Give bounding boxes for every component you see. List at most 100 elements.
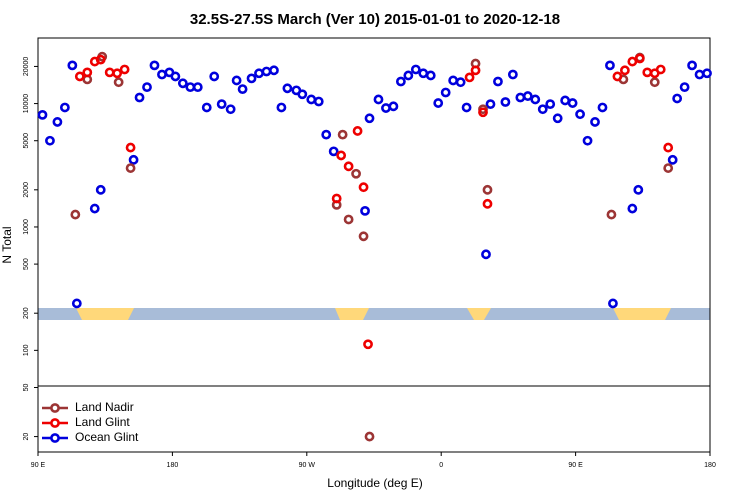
point xyxy=(619,65,630,76)
land-strip xyxy=(335,308,369,320)
point xyxy=(343,161,354,172)
point xyxy=(59,102,70,113)
point xyxy=(627,56,638,67)
point xyxy=(481,249,491,260)
point xyxy=(694,69,705,80)
point xyxy=(185,82,196,92)
x-tick-label: 90 W xyxy=(299,462,316,469)
y-tick-label: 500 xyxy=(23,258,30,270)
point xyxy=(388,101,399,112)
point xyxy=(403,70,414,81)
point xyxy=(209,71,220,82)
point xyxy=(500,97,511,107)
point xyxy=(663,142,674,153)
point xyxy=(321,129,332,140)
point xyxy=(627,203,638,214)
point xyxy=(605,60,615,71)
point xyxy=(485,99,496,110)
point xyxy=(125,163,136,173)
point xyxy=(192,82,203,92)
point xyxy=(134,92,145,103)
point xyxy=(216,99,227,110)
point xyxy=(225,104,236,115)
point xyxy=(667,154,678,165)
point xyxy=(328,146,339,157)
point xyxy=(125,142,136,153)
point xyxy=(351,168,361,179)
series xyxy=(37,60,712,309)
point xyxy=(545,99,556,110)
point xyxy=(297,89,308,100)
point xyxy=(482,184,493,195)
point xyxy=(597,102,608,113)
legend-marker xyxy=(50,418,60,428)
point xyxy=(313,96,324,107)
legend-label: Ocean Glint xyxy=(75,430,139,444)
point xyxy=(95,54,106,65)
point xyxy=(582,135,593,146)
point xyxy=(567,98,578,108)
point xyxy=(410,64,421,75)
point xyxy=(552,113,563,124)
point xyxy=(246,73,257,84)
point xyxy=(170,71,181,82)
point xyxy=(89,203,100,214)
point xyxy=(128,154,139,165)
land-strip xyxy=(467,308,491,320)
point xyxy=(679,82,690,92)
point xyxy=(608,298,618,309)
ocean-strip xyxy=(38,308,710,320)
x-tick-label: 90 E xyxy=(31,462,46,469)
point xyxy=(74,71,85,82)
point xyxy=(687,60,697,71)
point xyxy=(67,60,78,71)
point xyxy=(482,198,493,209)
point xyxy=(358,182,369,193)
point xyxy=(352,126,363,136)
point xyxy=(282,83,293,94)
point xyxy=(515,92,526,103)
point xyxy=(201,102,212,113)
chart-title: 32.5S-27.5S March (Ver 10) 2015-01-01 to… xyxy=(190,11,560,28)
point xyxy=(606,209,617,220)
point xyxy=(337,129,348,140)
point xyxy=(142,82,152,92)
point xyxy=(364,431,375,442)
point xyxy=(157,69,167,80)
point xyxy=(425,70,436,81)
land-strip xyxy=(613,308,671,320)
point xyxy=(71,298,82,309)
point xyxy=(237,84,248,95)
point xyxy=(663,163,674,173)
point xyxy=(254,68,264,79)
point xyxy=(655,64,666,75)
point xyxy=(464,72,475,83)
legend-label: Land Nadir xyxy=(75,400,134,414)
point xyxy=(363,339,373,350)
y-tick-label: 200 xyxy=(23,307,30,319)
point xyxy=(507,69,518,80)
point xyxy=(276,102,287,113)
y-tick-label: 100 xyxy=(23,344,30,356)
y-tick-label: 50 xyxy=(23,383,30,391)
point xyxy=(612,71,623,82)
x-tick-label: 0 xyxy=(439,462,443,469)
point xyxy=(633,184,644,195)
point xyxy=(373,94,384,105)
legend-marker xyxy=(50,403,60,413)
point xyxy=(343,214,354,225)
x-tick-label: 90 E xyxy=(568,462,583,469)
y-tick-label: 5000 xyxy=(23,133,30,149)
point xyxy=(575,109,585,120)
y-tick-label: 20000 xyxy=(23,57,30,77)
point xyxy=(448,75,459,86)
point xyxy=(478,107,488,118)
point xyxy=(336,150,347,161)
point xyxy=(104,67,115,78)
plot-frame xyxy=(37,37,711,453)
point xyxy=(112,68,123,79)
point xyxy=(95,184,106,195)
x-tick-label: 180 xyxy=(167,462,179,469)
y-axis-label: N Total xyxy=(0,226,14,263)
point xyxy=(493,76,503,87)
